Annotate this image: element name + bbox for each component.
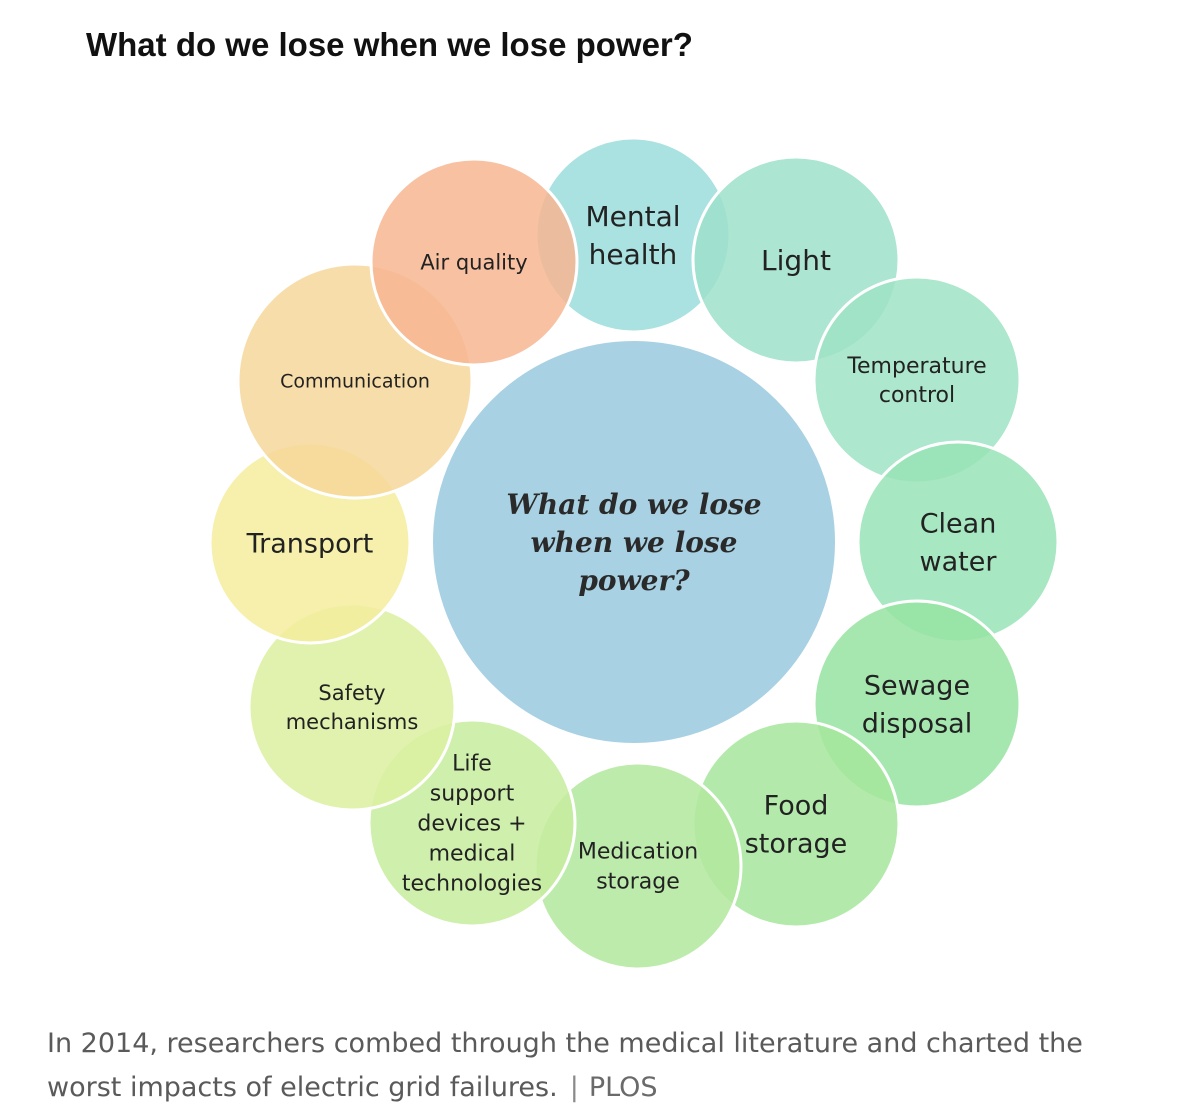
center-circle	[429, 337, 839, 747]
life-support-label-line: support	[430, 782, 515, 807]
temperature-control-label: Temperature control	[846, 354, 986, 408]
life-support-label-line: technologies	[402, 872, 542, 897]
sewage-disposal-label: Sewage disposal	[862, 670, 972, 739]
medication-storage-label: Medication storage	[578, 840, 698, 895]
life-support-label-line: devices +	[417, 812, 526, 837]
power-loss-diagram: What do we lose when we lose power? Mental…	[208, 136, 1060, 971]
temperature-control-label-line: Temperature	[846, 354, 986, 379]
center-label: What do we lose when we lose power?	[506, 488, 761, 597]
center-label-line: What do we lose	[506, 488, 761, 521]
temperature-control-label-line: control	[879, 383, 955, 408]
air-quality-label-line: Air quality	[420, 250, 527, 274]
communication-label: Communication	[280, 371, 430, 393]
light-label: Light	[761, 244, 831, 277]
caption-separator: |	[569, 1072, 579, 1103]
medication-storage-label-line: storage	[596, 870, 680, 895]
page-title: What do we lose when we lose power?	[86, 26, 693, 63]
safety-mechanisms-label-line: Safety	[318, 681, 385, 705]
safety-mechanisms-label: Safety mechanisms	[286, 681, 419, 734]
center-circle-group: What do we lose when we lose power?	[429, 337, 839, 747]
clean-water-label-line: water	[920, 546, 998, 577]
air-quality-circle	[369, 157, 579, 367]
center-label-line: when we lose	[531, 526, 738, 559]
clean-water-label-line: Clean	[920, 508, 997, 539]
sewage-disposal-label-line: Sewage	[864, 670, 970, 701]
food-storage-label-line: storage	[745, 828, 848, 859]
sewage-disposal-label-line: disposal	[862, 708, 972, 739]
food-storage-label-line: Food	[764, 790, 829, 821]
life-support-label-line: medical	[429, 842, 516, 867]
caption-source[interactable]: PLOS	[588, 1072, 658, 1103]
clean-water-label: Clean water	[920, 508, 998, 577]
communication-label-line: Communication	[280, 371, 430, 393]
life-support-label: Life support devices + medical technologies	[402, 752, 542, 897]
light-label-line: Light	[761, 244, 831, 277]
petal-circles	[208, 136, 1060, 971]
image-caption: In 2014, researchers combed through the …	[47, 1022, 1157, 1110]
transport-label: Transport	[246, 528, 374, 559]
caption-text: In 2014, researchers combed through the …	[47, 1028, 1083, 1103]
mental-health-label-line: Mental	[585, 200, 680, 233]
medication-storage-label-line: Medication	[578, 840, 698, 865]
transport-label-line: Transport	[246, 528, 374, 559]
safety-mechanisms-label-line: mechanisms	[286, 710, 419, 734]
mental-health-label-line: health	[589, 238, 678, 271]
petal-labels: Mental health Light Temperature control Clean…	[246, 200, 998, 897]
air-quality-label: Air quality	[420, 250, 527, 274]
life-support-label-line: Life	[452, 752, 492, 777]
food-storage-label: Food storage	[745, 790, 848, 859]
center-label-line: power?	[578, 564, 690, 597]
mental-health-label: Mental health	[585, 200, 680, 271]
